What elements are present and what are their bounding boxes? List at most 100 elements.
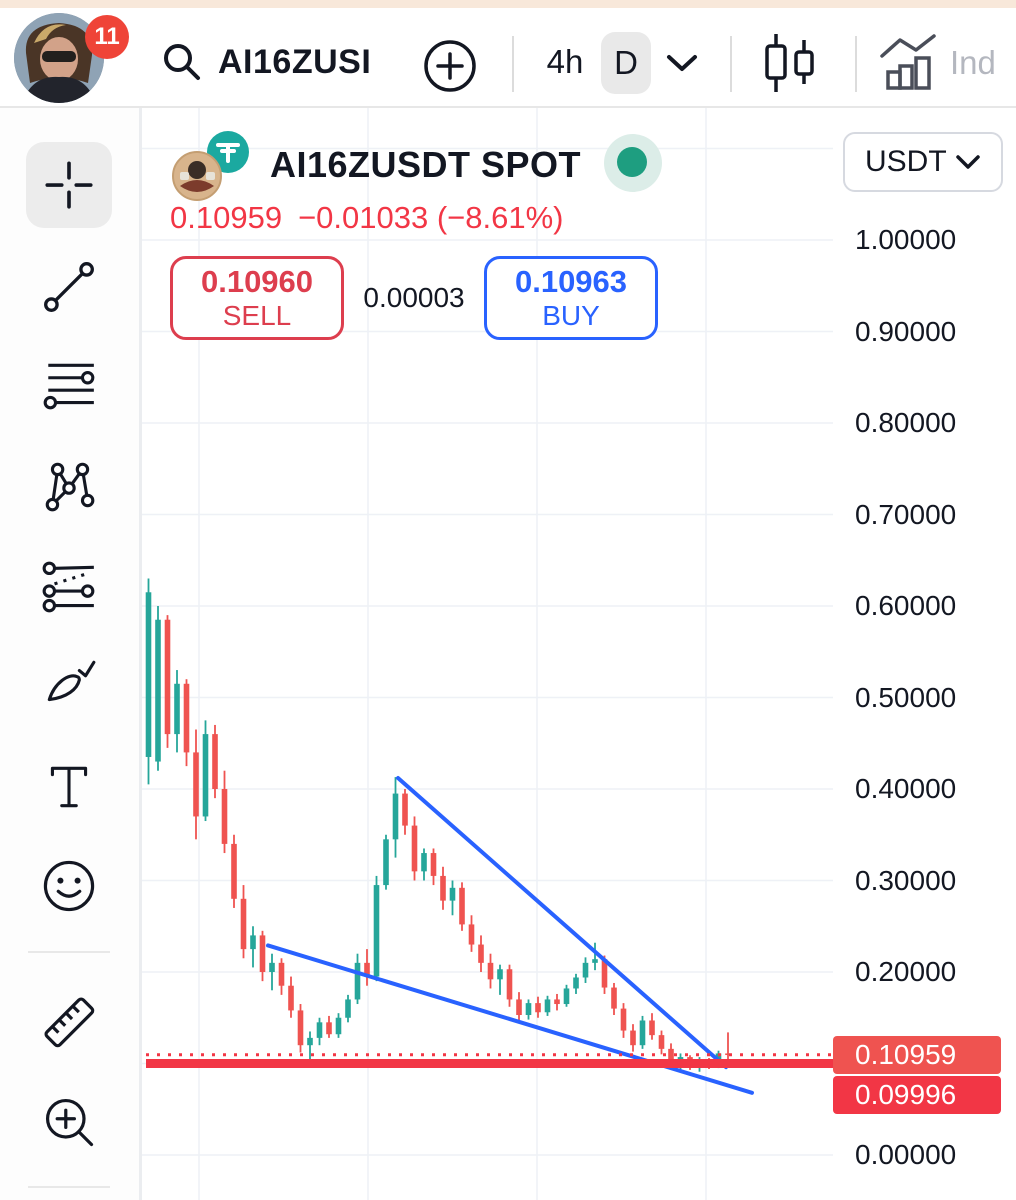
tool-ruler[interactable]	[26, 979, 112, 1065]
parallel-channel-icon	[42, 561, 95, 613]
candlestick-chart-icon	[765, 34, 814, 92]
buy-button[interactable]: 0.10963 BUY	[484, 256, 658, 340]
candle	[535, 996, 541, 1018]
candle	[240, 885, 247, 959]
candle	[364, 949, 370, 986]
tool-trend-line[interactable]	[26, 244, 112, 330]
candle	[297, 1004, 304, 1053]
candle	[725, 1032, 731, 1060]
candle	[658, 1030, 665, 1055]
candle	[193, 729, 199, 840]
candle	[402, 789, 408, 835]
trend-line-icon	[44, 262, 94, 312]
toolbar-divider	[28, 1186, 110, 1188]
candle	[183, 679, 190, 767]
candle	[525, 999, 532, 1020]
search-icon	[164, 44, 200, 80]
candle	[649, 1013, 655, 1040]
axis-tick-label: 0.80000	[855, 407, 957, 438]
candle	[582, 957, 589, 983]
candle	[563, 984, 570, 1007]
top-bar-divider	[512, 36, 514, 92]
chart-type-button[interactable]	[758, 30, 822, 96]
candle	[440, 866, 446, 910]
interval-d-button-selected[interactable]: D	[601, 32, 651, 94]
currency-selector[interactable]: USDT	[843, 132, 1003, 192]
interval-4h-button[interactable]: 4h	[546, 43, 584, 80]
sell-label: SELL	[222, 299, 292, 331]
candle	[459, 882, 465, 931]
symbol-search-text: AI16ZUSI	[218, 42, 372, 81]
candle	[231, 834, 237, 908]
candle	[278, 958, 285, 995]
axis-tick-label: 0.30000	[855, 864, 957, 896]
top-bar-divider	[855, 36, 857, 92]
sell-button[interactable]: 0.10960 SELL	[170, 256, 344, 340]
status-bar-strip	[0, 0, 1016, 8]
candle	[497, 964, 503, 995]
tool-emoji[interactable]	[26, 843, 112, 929]
xabcd-pattern-icon	[45, 462, 95, 512]
candle	[611, 982, 617, 1016]
candle	[212, 724, 218, 799]
top-bar-divider	[730, 36, 732, 92]
tool-crosshair[interactable]	[26, 142, 112, 228]
candle	[345, 994, 351, 1023]
candle	[288, 976, 294, 1018]
tool-xabcd-pattern[interactable]	[26, 443, 112, 529]
drawing-toolbar	[0, 108, 139, 1200]
plus-circle-icon	[424, 40, 476, 92]
tool-parallel-channel[interactable]	[26, 545, 112, 631]
price-change: −0.01033 (−8.61%)	[298, 200, 564, 235]
pair-header: AI16ZUSDT SPOT	[166, 126, 581, 204]
candle	[164, 615, 171, 748]
trendline[interactable]	[266, 943, 754, 1095]
axis-tick-label: 0.50000	[855, 681, 957, 713]
emoji-icon	[43, 860, 95, 912]
market-open-dot	[617, 147, 647, 177]
axis-tick-label: 0.70000	[855, 498, 957, 530]
toolbar-divider	[28, 951, 110, 953]
candle	[478, 935, 484, 972]
candle	[449, 880, 456, 916]
candle	[354, 953, 361, 1005]
candle	[202, 720, 209, 822]
toolbar-chart-divider	[139, 108, 142, 1200]
candle	[516, 992, 522, 1022]
candle	[411, 816, 418, 881]
top-bar: 11 AI16ZUSI 4h D	[0, 8, 1016, 108]
indicators-button[interactable]: Ind	[878, 30, 1016, 96]
symbol-search[interactable]: AI16ZUSI	[160, 32, 371, 92]
candle	[620, 1003, 627, 1038]
tool-brush[interactable]	[26, 640, 112, 726]
tool-text[interactable]	[26, 744, 112, 830]
axis-tick-label: 1.00000	[855, 224, 957, 255]
axis-tick-label: 0.60000	[855, 590, 957, 621]
price-chart-canvas[interactable]	[142, 108, 1016, 1200]
pair-logo	[172, 131, 249, 201]
candle	[269, 953, 275, 991]
crosshair-icon	[45, 161, 93, 209]
trendline[interactable]	[396, 776, 728, 1070]
tool-zoom-in[interactable]	[26, 1079, 112, 1165]
interval-dropdown-button[interactable]	[660, 48, 704, 78]
candle	[554, 993, 560, 1011]
candle	[630, 1024, 636, 1052]
market-status-dot[interactable]	[604, 134, 662, 192]
add-symbol-button[interactable]	[422, 38, 478, 94]
tool-horizontal-lines[interactable]	[26, 342, 112, 428]
candle	[592, 942, 598, 971]
candle	[573, 973, 579, 994]
indicators-icon	[880, 34, 936, 90]
candle	[487, 953, 494, 989]
axis-tick-label: 0.40000	[855, 773, 957, 804]
candle	[373, 875, 380, 982]
candle	[259, 930, 266, 982]
price-badge: 0.10959	[833, 1035, 1001, 1074]
axis-tick-label: 0.00000	[855, 1139, 957, 1170]
buy-price: 0.10963	[514, 264, 628, 300]
buy-label: BUY	[542, 299, 600, 331]
candle	[421, 848, 427, 881]
ruler-icon	[44, 997, 95, 1048]
